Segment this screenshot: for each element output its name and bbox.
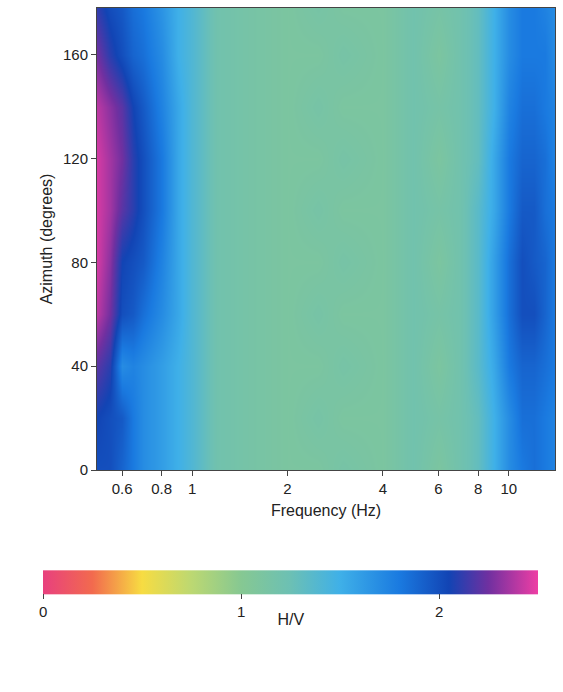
svg-text:0: 0 (80, 461, 88, 478)
svg-text:1: 1 (237, 603, 245, 620)
svg-text:80: 80 (71, 254, 88, 271)
svg-text:1: 1 (188, 480, 196, 497)
svg-text:Frequency (Hz): Frequency (Hz) (271, 502, 381, 519)
svg-text:120: 120 (63, 150, 88, 167)
svg-text:0: 0 (39, 603, 47, 620)
svg-text:0.6: 0.6 (112, 480, 133, 497)
svg-text:Azimuth (degrees): Azimuth (degrees) (38, 174, 55, 305)
svg-text:H/V: H/V (277, 611, 304, 628)
svg-text:10: 10 (500, 480, 517, 497)
svg-text:6: 6 (434, 480, 442, 497)
svg-text:40: 40 (71, 357, 88, 374)
svg-text:160: 160 (63, 46, 88, 63)
svg-text:0.8: 0.8 (151, 480, 172, 497)
svg-text:2: 2 (435, 603, 443, 620)
svg-text:8: 8 (474, 480, 482, 497)
svg-text:2: 2 (283, 480, 291, 497)
svg-text:4: 4 (379, 480, 387, 497)
